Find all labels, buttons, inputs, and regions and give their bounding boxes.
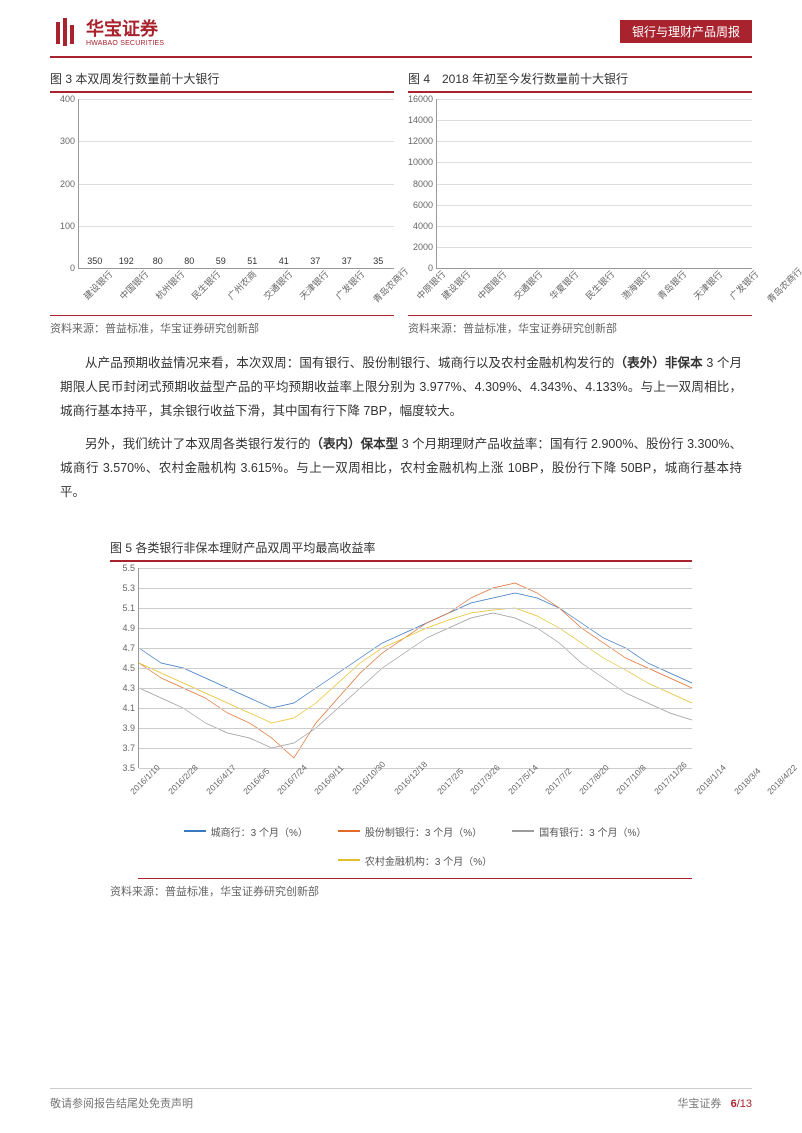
page-footer: 敬请参阅报告结尾处免责声明 华宝证券 6/13 — [50, 1088, 752, 1111]
brand-name-en: HWABAO SECURITIES — [86, 40, 164, 47]
page-header: 华宝证券 HWABAO SECURITIES 银行与理财产品周报 — [0, 0, 802, 56]
logo-icon — [50, 18, 80, 48]
chart5: 图 5 各类银行非保本理财产品双周平均最高收益率 3.53.73.94.14.3… — [0, 515, 802, 899]
footer-disclaimer: 敬请参阅报告结尾处免责声明 — [50, 1095, 193, 1111]
report-category-tag: 银行与理财产品周报 — [620, 20, 752, 43]
chart4: 图 4 2018 年初至今发行数量前十大银行 02000400060008000… — [408, 68, 752, 336]
chart4-plot: 0200040006000800010000120001400016000 — [436, 99, 752, 269]
chart5-source: 资料来源：普益标准，华宝证券研究创新部 — [110, 879, 692, 899]
top-charts-row: 图 3 本双周发行数量前十大银行 0100200300400 350192808… — [0, 56, 802, 336]
chart3: 图 3 本双周发行数量前十大银行 0100200300400 350192808… — [50, 68, 394, 336]
chart4-source: 资料来源：普益标准，华宝证券研究创新部 — [408, 315, 752, 336]
chart5-plot: 3.53.73.94.14.34.54.74.95.15.35.5 — [138, 568, 692, 768]
brand-name-cn: 华宝证券 — [86, 20, 164, 38]
footer-page: 华宝证券 6/13 — [677, 1095, 752, 1111]
chart3-title: 图 3 本双周发行数量前十大银行 — [50, 68, 394, 93]
chart5-legend: 城商行：3 个月（%）股份制银行：3 个月（%）国有银行：3 个月（%）农村金融… — [138, 820, 692, 879]
body-paragraphs: 从产品预期收益情况来看，本次双周：国有银行、股份制银行、城商行以及农村金融机构发… — [0, 336, 802, 505]
paragraph-2: 另外，我们统计了本双周各类银行发行的（表内）保本型 3 个月期理财产品收益率：国… — [60, 433, 742, 504]
brand-logo: 华宝证券 HWABAO SECURITIES — [50, 18, 164, 48]
chart3-source: 资料来源：普益标准，华宝证券研究创新部 — [50, 315, 394, 336]
header-divider — [50, 56, 752, 58]
paragraph-1: 从产品预期收益情况来看，本次双周：国有银行、股份制银行、城商行以及农村金融机构发… — [60, 352, 742, 423]
chart4-title: 图 4 2018 年初至今发行数量前十大银行 — [408, 68, 752, 93]
chart3-plot: 0100200300400 3501928080595141373735 — [78, 99, 394, 269]
chart5-title: 图 5 各类银行非保本理财产品双周平均最高收益率 — [110, 537, 692, 562]
